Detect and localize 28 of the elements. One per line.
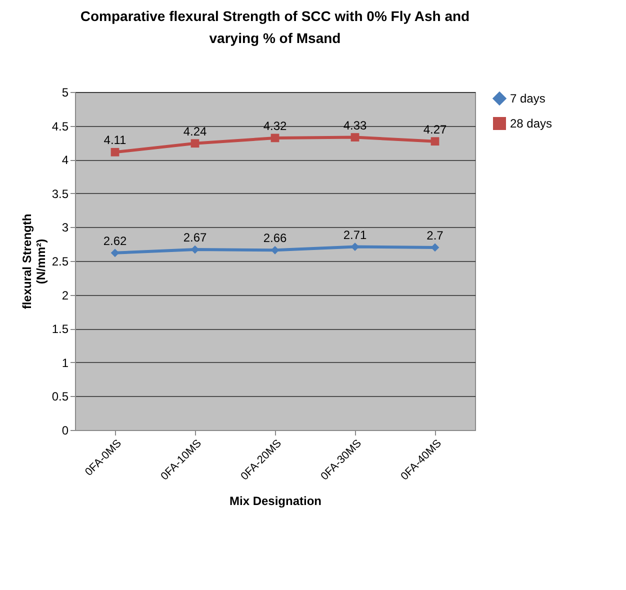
y-tick-label: 1.5 xyxy=(52,322,69,336)
y-tick-label: 2.5 xyxy=(52,254,69,268)
point xyxy=(430,137,440,146)
y-tick-label: 3 xyxy=(62,220,69,235)
y-tick-label: 3.5 xyxy=(52,186,69,201)
chart-title: Comparative flexural Strength of SCC with 0% Fly Ash and varying % of Msand xyxy=(80,8,470,46)
y-tick-label: 4 xyxy=(62,153,69,168)
point xyxy=(270,134,280,142)
point xyxy=(350,133,360,142)
data-label: 2.71 xyxy=(343,228,367,242)
y-tick-label: 0.5 xyxy=(52,390,69,404)
y-tick-label: 2 xyxy=(62,288,69,302)
point xyxy=(110,148,120,156)
y-tick-label: 0 xyxy=(62,424,69,438)
y-tick-label: 5 xyxy=(62,86,69,100)
data-label: 2.66 xyxy=(263,231,287,246)
data-label: 2.7 xyxy=(426,228,444,242)
legend-label: 28 days xyxy=(510,116,552,130)
data-label: 4.11 xyxy=(104,133,127,148)
legend-label: 7 days xyxy=(510,92,546,106)
x-axis-title: Mix Designation xyxy=(229,494,322,508)
data-label: 4.24 xyxy=(183,124,207,138)
point xyxy=(190,139,200,148)
data-label: 2.62 xyxy=(103,234,127,248)
data-label: 2.67 xyxy=(183,230,207,245)
y-tick-label: 1 xyxy=(62,356,69,370)
y-axis-title: flexural Strength (N/mm²) xyxy=(20,214,48,310)
y-tick-label: 4.5 xyxy=(52,119,69,134)
